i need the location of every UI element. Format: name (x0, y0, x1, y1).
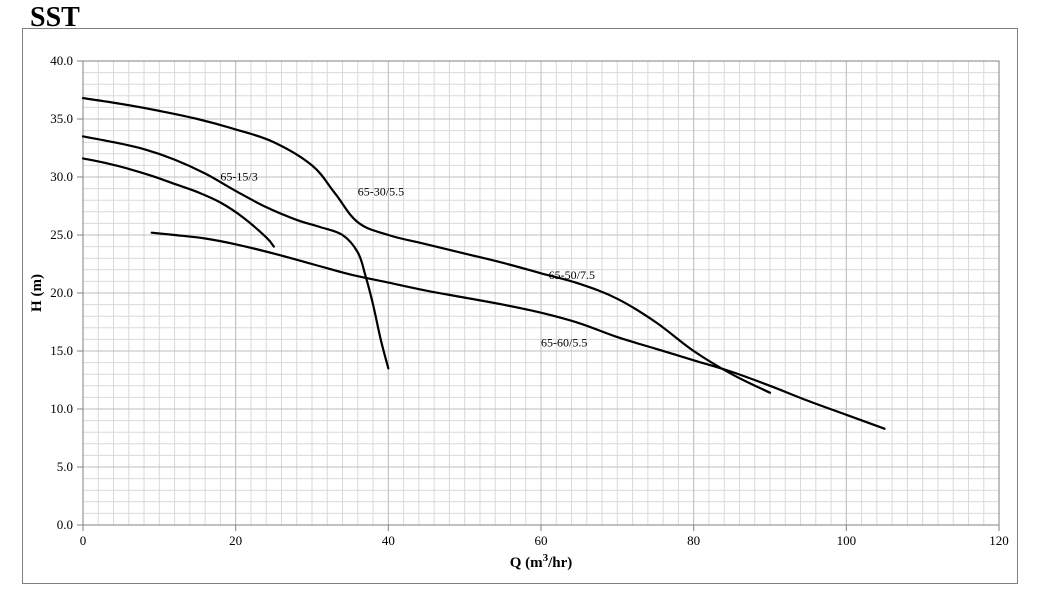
y-tick-label: 35.0 (50, 111, 73, 126)
x-tick-label: 60 (535, 533, 548, 548)
series-label: 65-50/7.5 (549, 268, 595, 282)
page-root: { "title": "SST", "chart": { "type": "li… (0, 0, 1038, 608)
y-tick-label: 0.0 (57, 517, 73, 532)
y-tick-label: 20.0 (50, 285, 73, 300)
y-tick-label: 30.0 (50, 169, 73, 184)
y-tick-label: 5.0 (57, 459, 73, 474)
x-tick-label: 0 (80, 533, 87, 548)
chart-svg: 0 20 40 60 80 100 120 0.0 5.0 10.0 15.0 20.0 25.0 30.… (23, 29, 1017, 583)
y-tick-label: 25.0 (50, 227, 73, 242)
x-tick-label: 80 (687, 533, 700, 548)
x-tick-label: 20 (229, 533, 242, 548)
series-label: 65-30/5.5 (358, 185, 404, 199)
chart-outer-frame: 0 20 40 60 80 100 120 0.0 5.0 10.0 15.0 20.0 25.0 30.… (22, 28, 1018, 584)
x-axis-label: Q (m3/hr) (510, 552, 573, 571)
x-tick-label: 120 (989, 533, 1009, 548)
series-label: 65-15/3 (220, 169, 257, 183)
y-tick-label: 40.0 (50, 53, 73, 68)
y-tick-label: 10.0 (50, 401, 73, 416)
x-tick-label: 100 (837, 533, 857, 548)
chart-plot-area: 0 20 40 60 80 100 120 0.0 5.0 10.0 15.0 20.0 25.0 30.… (23, 29, 1017, 583)
y-axis-label: H (m) (29, 274, 45, 312)
series-label: 65-60/5.5 (541, 335, 587, 349)
x-tick-label: 40 (382, 533, 395, 548)
y-tick-label: 15.0 (50, 343, 73, 358)
